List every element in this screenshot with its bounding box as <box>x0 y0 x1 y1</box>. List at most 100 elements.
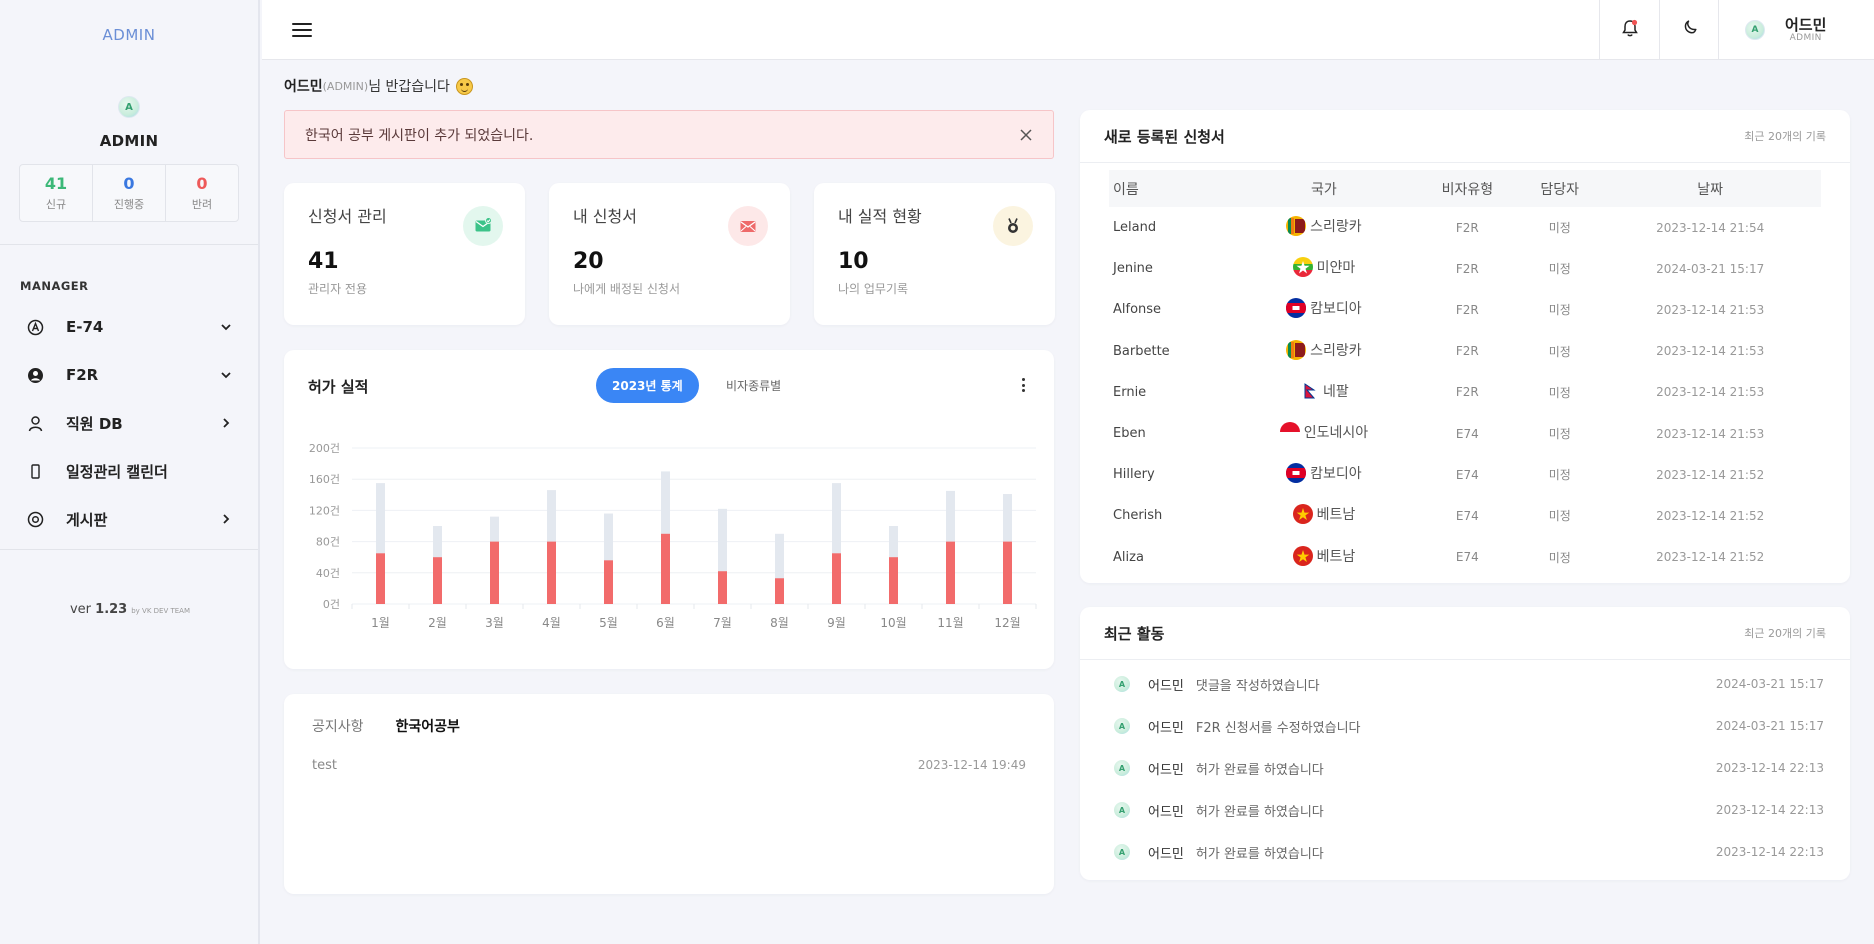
table-row[interactable]: Hillery 캄보디아 E74 미정 2023-12-14 21:52 <box>1109 454 1821 495</box>
cell-visa: E74 <box>1455 426 1479 441</box>
tab-notices[interactable]: 공지사항 <box>312 719 364 735</box>
bar-approved[interactable] <box>1003 541 1012 604</box>
avatar: A <box>1114 802 1130 818</box>
permit-chart-card: 허가 실적 2023년 통계 비자종류별 0건 40건 80건 120건 160건 200… <box>284 350 1054 669</box>
sidebar-item-f2r[interactable]: F2R <box>0 351 258 399</box>
flag-indonesia-icon <box>1279 422 1300 443</box>
table-row[interactable]: Alfonse 캄보디아 F2R 미정 2023-12-14 21:53 <box>1109 289 1821 330</box>
bar-approved[interactable] <box>376 553 385 604</box>
table-row[interactable]: Jenine 미얀마 F2R 미정 2024-03-21 15:17 <box>1109 248 1821 289</box>
user-role: ADMIN <box>1789 33 1822 43</box>
cell-country: 스리랑카 <box>1233 331 1414 372</box>
sidebar-item-board[interactable]: 게시판 <box>0 495 258 543</box>
sidebar-item-calendar[interactable]: 일정관리 캘린더 <box>0 447 258 495</box>
tab-visa-type[interactable]: 비자종류별 <box>726 379 782 393</box>
bar-approved[interactable] <box>889 557 898 604</box>
y-tick-label: 0건 <box>323 598 340 611</box>
activity-item[interactable]: A 어드민 허가 완료를 하였습니다 2023-12-14 22:13 <box>1114 747 1824 789</box>
cell-visa: F2R <box>1455 302 1479 317</box>
avatar[interactable]: A <box>118 96 140 118</box>
brand-logo[interactable]: ADMIN <box>102 26 156 44</box>
list-item[interactable]: test 2023-12-14 19:49 <box>312 758 1026 773</box>
bar-approved[interactable] <box>604 560 613 604</box>
smile-emoji-icon <box>455 77 473 95</box>
stat-card-performance[interactable]: 내 실적 현황 10 나의 업무기록 <box>814 183 1055 325</box>
table-row[interactable]: Cherish 베트남 E74 미정 2023-12-14 21:52 <box>1109 495 1821 536</box>
bar-approved[interactable] <box>661 533 670 604</box>
tab-korean-study[interactable]: 한국어공부 <box>395 719 460 735</box>
notification-button[interactable] <box>1599 0 1659 60</box>
cell-name: Barbette <box>1113 343 1170 359</box>
bar-total[interactable] <box>604 513 613 604</box>
stat-card-subtitle: 나에게 배정된 신청서 <box>573 282 680 296</box>
activity-item[interactable]: A 어드민 댓글을 작성하였습니다 2024-03-21 15:17 <box>1114 663 1824 705</box>
bar-approved[interactable] <box>832 553 841 604</box>
bar-total[interactable] <box>832 483 841 604</box>
flag-sri-lanka-icon <box>1286 216 1307 237</box>
phone-icon <box>26 462 44 480</box>
activity-item[interactable]: A 어드민 F2R 신청서를 수정하였습니다 2024-03-21 15:17 <box>1114 705 1824 747</box>
table-row[interactable]: Barbette 스리랑카 F2R 미정 2023-12-14 21:53 <box>1109 331 1821 372</box>
menu-section-title: MANAGER <box>20 279 89 293</box>
bar-approved[interactable] <box>718 571 727 604</box>
y-tick-label: 40건 <box>316 567 340 580</box>
kebab-menu-icon[interactable] <box>1020 378 1026 392</box>
activity-item[interactable]: A 어드민 허가 완료를 하였습니다 2023-12-14 22:13 <box>1114 831 1824 873</box>
chevron-right-icon <box>220 417 232 429</box>
cell-visa: F2R <box>1455 344 1479 359</box>
y-tick-label: 160건 <box>309 473 340 486</box>
activity-description: 허가 완료를 하였습니다 <box>1195 846 1324 862</box>
bar-approved[interactable] <box>946 541 955 604</box>
user-menu[interactable]: A 어드민 ADMIN <box>1718 0 1874 60</box>
tab-2023-stats[interactable]: 2023년 통계 <box>596 368 699 403</box>
country-label: 스리랑카 <box>1286 339 1362 360</box>
sidebar-item-staff-db[interactable]: 직원 DB <box>0 399 258 447</box>
table-row[interactable]: Eben 인도네시아 E74 미정 2023-12-14 21:53 <box>1109 413 1821 454</box>
sidebar-item-label: E-74 <box>66 318 104 336</box>
cell-date: 2023-12-14 21:52 <box>1656 508 1765 523</box>
bar-approved[interactable] <box>433 557 442 604</box>
activity-item[interactable]: A 어드민 허가 완료를 하였습니다 2023-12-14 22:13 <box>1114 789 1824 831</box>
cell-country: 미얀마 <box>1233 248 1414 289</box>
stat-card-my-applications[interactable]: 내 신청서 20 나에게 배정된 신청서 <box>549 183 790 325</box>
table-row[interactable]: Aliza 베트남 E74 미정 2023-12-14 21:52 <box>1109 537 1821 578</box>
activity-user: 어드민 <box>1148 720 1184 736</box>
hamburger-menu-icon[interactable] <box>292 21 312 39</box>
country-name: 인도네시아 <box>1303 425 1369 442</box>
cell-date: 2023-12-14 21:53 <box>1656 426 1765 441</box>
user-name: 어드민 <box>1785 16 1827 34</box>
activity-description: 허가 완료를 하였습니다 <box>1195 804 1324 820</box>
stat-card-title: 신청서 관리 <box>308 207 387 226</box>
bar-total[interactable] <box>775 533 784 604</box>
country-label: 인도네시아 <box>1279 422 1369 443</box>
mail-open-icon <box>728 206 768 246</box>
avatar: A <box>1114 718 1130 734</box>
close-icon[interactable] <box>1019 128 1033 142</box>
stat-rejected[interactable]: 0 반려 <box>166 165 238 221</box>
bar-total[interactable] <box>376 483 385 604</box>
column-header-name: 이름 <box>1109 170 1234 207</box>
stat-card-title: 내 실적 현황 <box>838 207 922 226</box>
new-applications-card: 새로 등록된 신청서 최근 20개의 기록 이름 국가 비자유형 담당자 날짜 … <box>1080 110 1850 583</box>
cell-country: 인도네시아 <box>1233 413 1414 454</box>
dark-mode-toggle[interactable] <box>1659 0 1719 60</box>
welcome-greeting: 님 반갑습니다 <box>368 79 450 95</box>
table-header-row: 이름 국가 비자유형 담당자 날짜 <box>1109 170 1821 207</box>
stat-new[interactable]: 41 신규 <box>20 165 93 221</box>
country-name: 캄보디아 <box>1310 466 1362 483</box>
column-header-country: 국가 <box>1233 170 1415 207</box>
table-row[interactable]: Ernie 네팔 F2R 미정 2023-12-14 21:53 <box>1109 372 1821 413</box>
sidebar-item-label: 일정관리 캘린더 <box>66 462 168 481</box>
stat-in-progress[interactable]: 0 진행중 <box>93 165 166 221</box>
bar-approved[interactable] <box>775 578 784 604</box>
sidebar-menu: E-74 F2R 직원 DB 일정관리 캘린더 <box>0 303 258 543</box>
sidebar-item-e74[interactable]: E-74 <box>0 303 258 351</box>
bar-approved[interactable] <box>547 541 556 604</box>
sidebar-divider <box>0 549 258 550</box>
user-info: 어드민 ADMIN <box>1785 17 1826 43</box>
bar-approved[interactable] <box>490 541 499 604</box>
bar-total[interactable] <box>718 508 727 604</box>
activity-user: 어드민 <box>1148 762 1184 778</box>
stat-card-applications[interactable]: 신청서 관리 41 관리자 전용 <box>284 183 525 325</box>
table-row[interactable]: Leland 스리랑카 F2R 미정 2023-12-14 21:54 <box>1109 207 1821 248</box>
